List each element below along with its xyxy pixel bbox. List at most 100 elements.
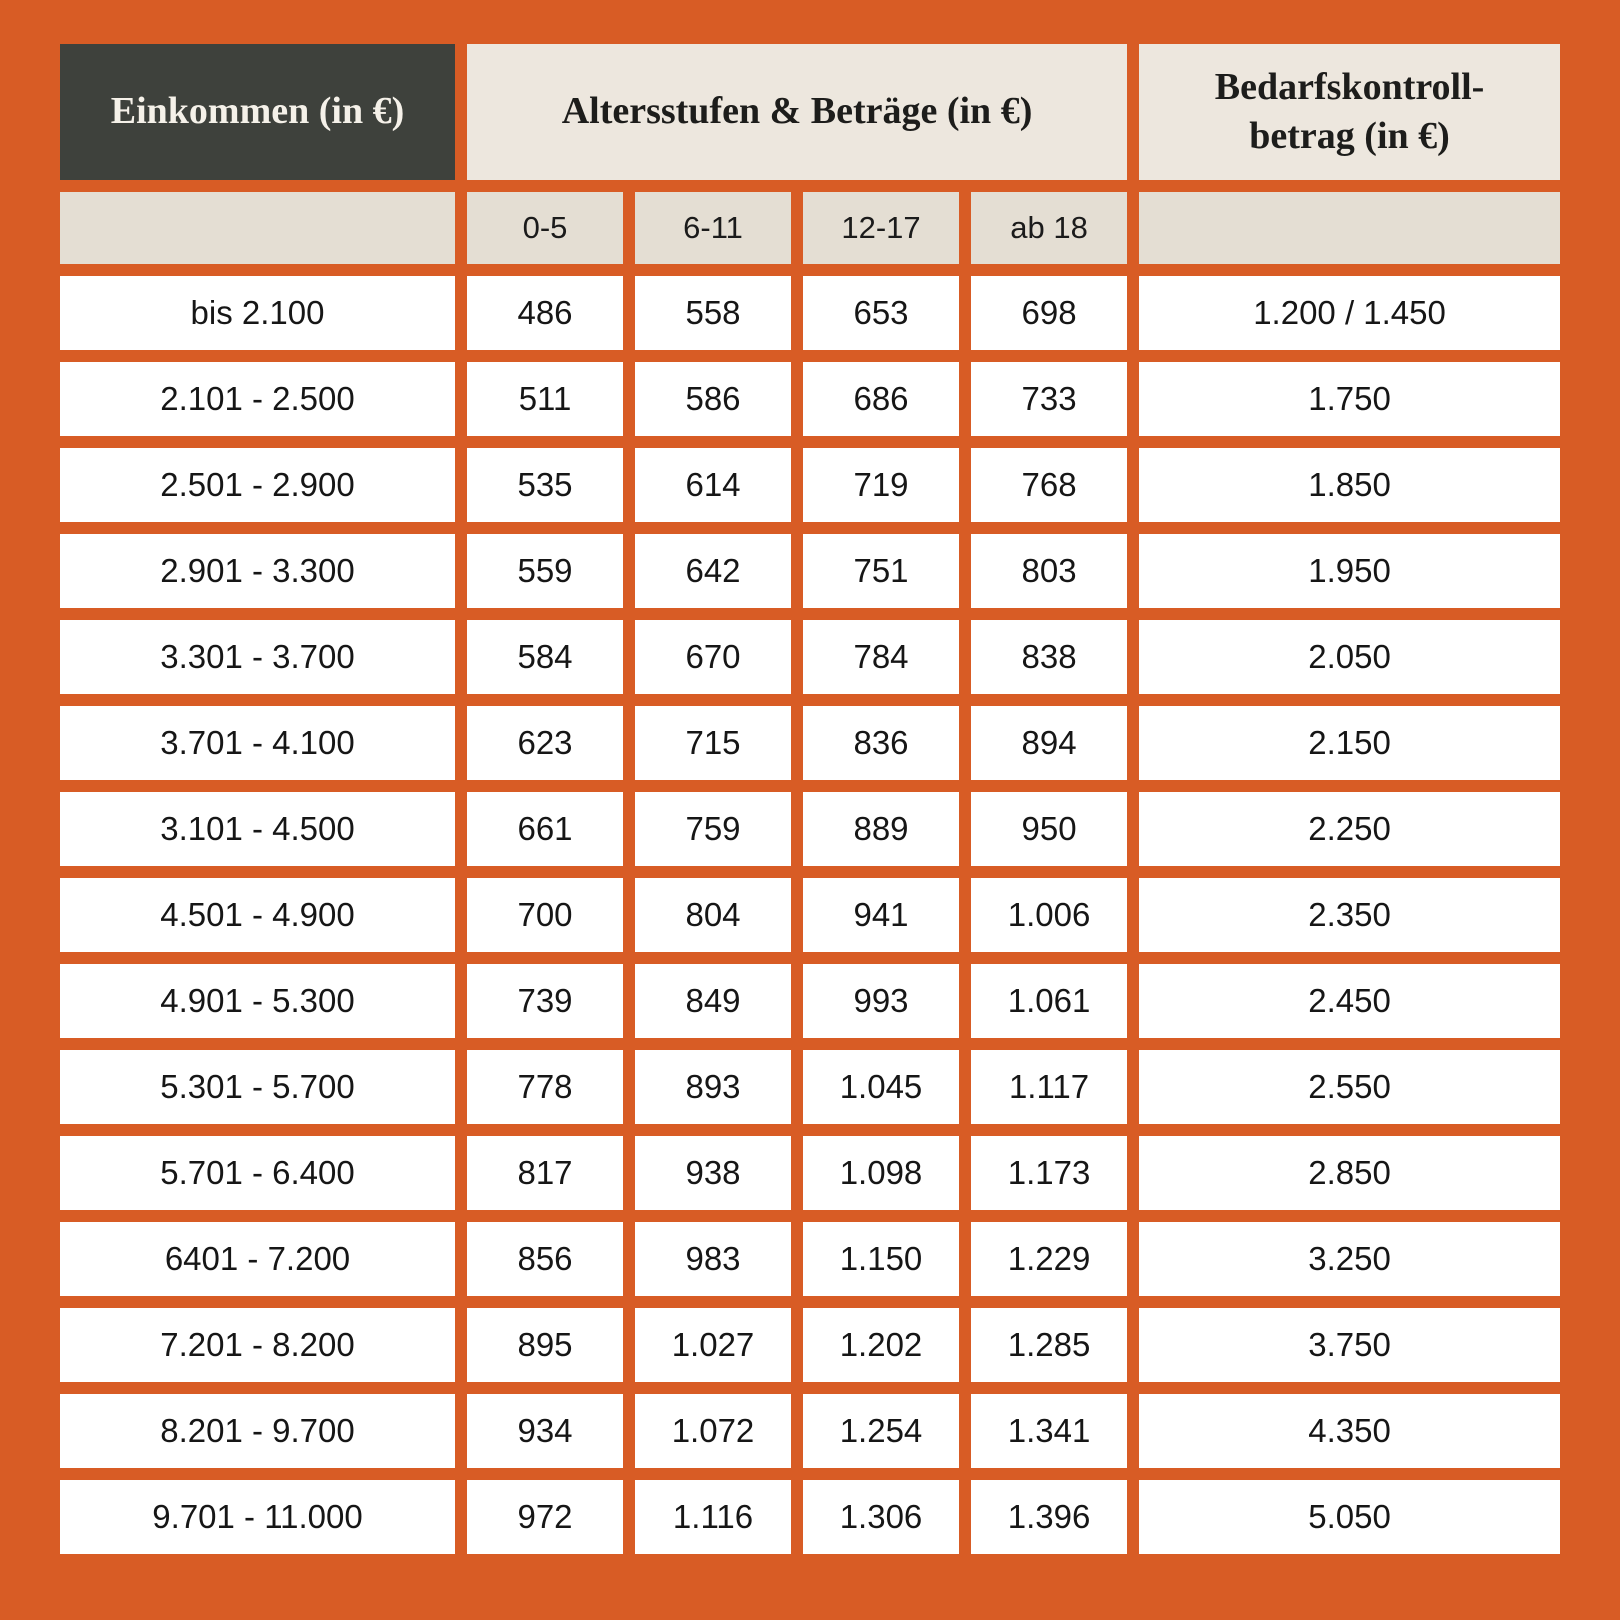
control-amount-cell: 2.550 xyxy=(1139,1050,1561,1124)
amount-ab-18-cell: 1.285 xyxy=(971,1308,1128,1382)
income-range-cell: 4.901 - 5.300 xyxy=(60,964,455,1038)
income-range-cell: 2.501 - 2.900 xyxy=(60,448,455,522)
income-range-cell: 2.901 - 3.300 xyxy=(60,534,455,608)
amount-ab-18-cell: 803 xyxy=(971,534,1128,608)
table-row: 5.701 - 6.400 817 938 1.098 1.173 2.850 xyxy=(60,1136,1561,1210)
amount-ab-18-cell: 1.341 xyxy=(971,1394,1128,1468)
amount-ab-18-cell: 1.117 xyxy=(971,1050,1128,1124)
table-row: 8.201 - 9.700 934 1.072 1.254 1.341 4.35… xyxy=(60,1394,1561,1468)
income-range-cell: 3.701 - 4.100 xyxy=(60,706,455,780)
table-row: 4.501 - 4.900 700 804 941 1.006 2.350 xyxy=(60,878,1561,952)
control-amount-cell: 2.050 xyxy=(1139,620,1561,694)
income-range-cell: 3.301 - 3.700 xyxy=(60,620,455,694)
header-row: Einkommen (in €) Altersstufen & Beträge … xyxy=(60,44,1561,180)
amount-12-17-cell: 1.306 xyxy=(803,1480,959,1554)
table-row: 7.201 - 8.200 895 1.027 1.202 1.285 3.75… xyxy=(60,1308,1561,1382)
table-row: 3.301 - 3.700 584 670 784 838 2.050 xyxy=(60,620,1561,694)
age-amounts-group-header: Altersstufen & Beträge (in €) xyxy=(467,44,1128,180)
amount-0-5-cell: 778 xyxy=(467,1050,623,1124)
amount-ab-18-cell: 1.006 xyxy=(971,878,1128,952)
amount-ab-18-cell: 894 xyxy=(971,706,1128,780)
age-column-ab-18: ab 18 xyxy=(971,192,1128,264)
income-range-cell: 3.101 - 4.500 xyxy=(60,792,455,866)
amount-6-11-cell: 558 xyxy=(635,276,791,350)
amount-0-5-cell: 817 xyxy=(467,1136,623,1210)
amount-0-5-cell: 584 xyxy=(467,620,623,694)
control-amount-cell: 1.750 xyxy=(1139,362,1561,436)
amount-6-11-cell: 804 xyxy=(635,878,791,952)
amount-12-17-cell: 836 xyxy=(803,706,959,780)
amount-ab-18-cell: 698 xyxy=(971,276,1128,350)
income-range-cell: 8.201 - 9.700 xyxy=(60,1394,455,1468)
amount-12-17-cell: 653 xyxy=(803,276,959,350)
table-row: bis 2.100 486 558 653 698 1.200 / 1.450 xyxy=(60,276,1561,350)
control-amount-header: Bedarfskontroll- betrag (in €) xyxy=(1139,44,1561,180)
control-amount-cell: 1.850 xyxy=(1139,448,1561,522)
table-row: 2.901 - 3.300 559 642 751 803 1.950 xyxy=(60,534,1561,608)
amount-0-5-cell: 623 xyxy=(467,706,623,780)
amount-0-5-cell: 559 xyxy=(467,534,623,608)
amount-6-11-cell: 715 xyxy=(635,706,791,780)
income-range-cell: 4.501 - 4.900 xyxy=(60,878,455,952)
amount-0-5-cell: 511 xyxy=(467,362,623,436)
table-row: 3.701 - 4.100 623 715 836 894 2.150 xyxy=(60,706,1561,780)
amount-ab-18-cell: 1.173 xyxy=(971,1136,1128,1210)
control-amount-cell: 5.050 xyxy=(1139,1480,1561,1554)
amount-12-17-cell: 686 xyxy=(803,362,959,436)
amount-0-5-cell: 486 xyxy=(467,276,623,350)
amount-6-11-cell: 670 xyxy=(635,620,791,694)
amount-ab-18-cell: 950 xyxy=(971,792,1128,866)
amount-ab-18-cell: 838 xyxy=(971,620,1128,694)
control-amount-cell: 2.250 xyxy=(1139,792,1561,866)
amount-12-17-cell: 751 xyxy=(803,534,959,608)
income-subheader-empty-cell xyxy=(60,192,455,264)
control-amount-cell: 1.950 xyxy=(1139,534,1561,608)
amount-6-11-cell: 983 xyxy=(635,1222,791,1296)
amount-0-5-cell: 700 xyxy=(467,878,623,952)
amount-ab-18-cell: 1.061 xyxy=(971,964,1128,1038)
amount-0-5-cell: 895 xyxy=(467,1308,623,1382)
control-amount-cell: 2.850 xyxy=(1139,1136,1561,1210)
amount-12-17-cell: 1.150 xyxy=(803,1222,959,1296)
amount-0-5-cell: 972 xyxy=(467,1480,623,1554)
table-row: 6401 - 7.200 856 983 1.150 1.229 3.250 xyxy=(60,1222,1561,1296)
table-body: bis 2.100 486 558 653 698 1.200 / 1.450 … xyxy=(60,276,1561,1554)
income-range-cell: 9.701 - 11.000 xyxy=(60,1480,455,1554)
control-amount-cell: 4.350 xyxy=(1139,1394,1561,1468)
age-column-12-17: 12-17 xyxy=(803,192,959,264)
income-range-cell: 6401 - 7.200 xyxy=(60,1222,455,1296)
table-row: 2.501 - 2.900 535 614 719 768 1.850 xyxy=(60,448,1561,522)
income-range-cell: 5.701 - 6.400 xyxy=(60,1136,455,1210)
amount-6-11-cell: 642 xyxy=(635,534,791,608)
amount-6-11-cell: 1.072 xyxy=(635,1394,791,1468)
amount-12-17-cell: 1.254 xyxy=(803,1394,959,1468)
amount-6-11-cell: 614 xyxy=(635,448,791,522)
amount-0-5-cell: 934 xyxy=(467,1394,623,1468)
table-row: 5.301 - 5.700 778 893 1.045 1.117 2.550 xyxy=(60,1050,1561,1124)
amount-ab-18-cell: 1.229 xyxy=(971,1222,1128,1296)
control-amount-cell: 3.750 xyxy=(1139,1308,1561,1382)
table-row: 4.901 - 5.300 739 849 993 1.061 2.450 xyxy=(60,964,1561,1038)
amount-6-11-cell: 759 xyxy=(635,792,791,866)
amount-12-17-cell: 1.098 xyxy=(803,1136,959,1210)
amount-12-17-cell: 719 xyxy=(803,448,959,522)
amount-ab-18-cell: 768 xyxy=(971,448,1128,522)
control-subheader-empty-cell xyxy=(1139,192,1561,264)
age-column-0-5: 0-5 xyxy=(467,192,623,264)
amount-6-11-cell: 1.027 xyxy=(635,1308,791,1382)
amount-6-11-cell: 849 xyxy=(635,964,791,1038)
amount-0-5-cell: 739 xyxy=(467,964,623,1038)
income-header: Einkommen (in €) xyxy=(60,44,455,180)
amount-6-11-cell: 1.116 xyxy=(635,1480,791,1554)
age-column-6-11: 6-11 xyxy=(635,192,791,264)
amount-12-17-cell: 941 xyxy=(803,878,959,952)
amount-0-5-cell: 661 xyxy=(467,792,623,866)
amount-12-17-cell: 993 xyxy=(803,964,959,1038)
amount-ab-18-cell: 1.396 xyxy=(971,1480,1128,1554)
duesseldorfer-tabelle: Einkommen (in €) Altersstufen & Beträge … xyxy=(48,32,1572,1566)
income-range-cell: bis 2.100 xyxy=(60,276,455,350)
income-range-cell: 5.301 - 5.700 xyxy=(60,1050,455,1124)
table-row: 9.701 - 11.000 972 1.116 1.306 1.396 5.0… xyxy=(60,1480,1561,1554)
amount-0-5-cell: 535 xyxy=(467,448,623,522)
amount-ab-18-cell: 733 xyxy=(971,362,1128,436)
